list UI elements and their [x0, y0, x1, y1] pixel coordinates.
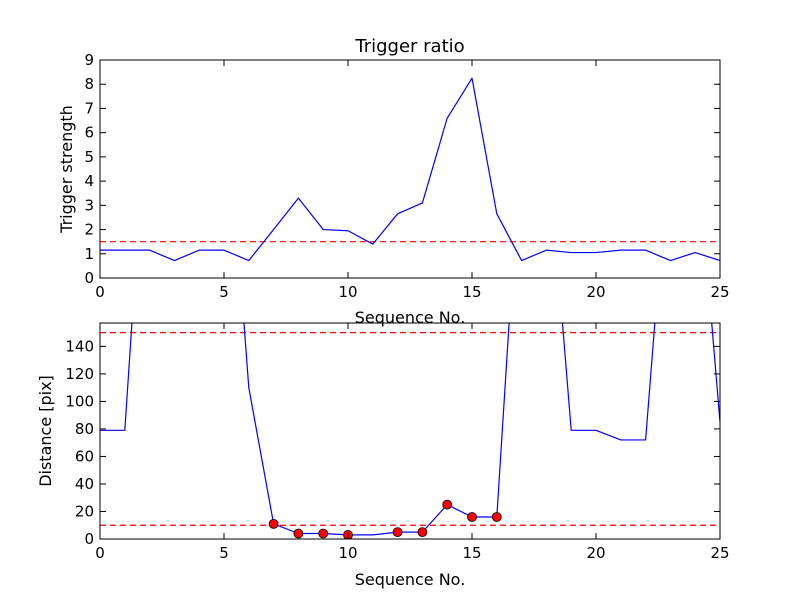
y-tick-label: 2: [84, 221, 94, 239]
plot-area: [100, 77, 720, 262]
x-tick-label: 0: [95, 544, 105, 562]
y-tick-label: 20: [75, 502, 94, 520]
series-line: [100, 323, 720, 536]
data-point-marker: [392, 527, 403, 538]
data-point-marker: [417, 527, 428, 538]
y-tick-label: 80: [75, 420, 94, 438]
data-point-marker: [268, 518, 279, 529]
y-tick-label: 0: [84, 269, 94, 287]
x-axis-label: Sequence No.: [355, 308, 466, 327]
y-tick-label: 1: [84, 245, 94, 263]
data-point-marker: [467, 512, 477, 522]
distance-panel: 0 5 10 15 20 25 0 20 40 60 80 100 120 140 Sequence No…: [36, 322, 730, 589]
series-line: [100, 77, 720, 262]
axes-frame: [99, 322, 721, 540]
y-tick-label: 7: [84, 99, 94, 117]
axis-ticks: 0 5 10 15 20 25 0 20 40 60 80 100 120 140: [65, 323, 730, 562]
x-tick-label: 20: [586, 544, 605, 562]
y-tick-label: 120: [65, 365, 94, 383]
data-point-marker: [293, 528, 304, 539]
x-axis-label: Sequence No.: [355, 570, 466, 589]
y-tick-label: 60: [75, 447, 94, 465]
x-tick-label: 25: [710, 283, 729, 301]
y-axis-label: Trigger strength: [57, 105, 76, 234]
x-tick-label: 10: [338, 283, 357, 301]
x-tick-label: 10: [338, 544, 357, 562]
y-tick-label: 100: [65, 392, 94, 410]
y-tick-label: 8: [84, 75, 94, 93]
y-tick-label: 140: [65, 337, 94, 355]
y-tick-label: 9: [84, 51, 94, 69]
data-point-marker: [442, 499, 453, 510]
y-axis-label: Distance [pix]: [36, 375, 55, 487]
chart-title: Trigger ratio: [354, 36, 464, 57]
x-tick-label: 5: [219, 544, 229, 562]
x-tick-label: 15: [462, 283, 481, 301]
y-tick-label: 5: [84, 148, 94, 166]
y-tick-label: 4: [84, 172, 94, 190]
y-tick-label: 6: [84, 124, 94, 142]
x-tick-label: 0: [95, 283, 105, 301]
x-tick-label: 25: [710, 544, 729, 562]
axes-frame: [99, 59, 721, 279]
data-point-marker: [318, 528, 329, 539]
x-tick-label: 15: [462, 544, 481, 562]
x-tick-label: 5: [219, 283, 229, 301]
y-tick-label: 40: [75, 475, 94, 493]
trigger-ratio-panel: Trigger ratio 0 5 10 15 20 25 0 1 2 3 4 5 6 7 8 9 Seque…: [57, 36, 730, 327]
plot-area: [100, 323, 720, 539]
y-tick-label: 3: [84, 196, 94, 214]
y-tick-label: 0: [84, 530, 94, 548]
x-tick-label: 20: [586, 283, 605, 301]
data-point-marker: [491, 512, 502, 522]
